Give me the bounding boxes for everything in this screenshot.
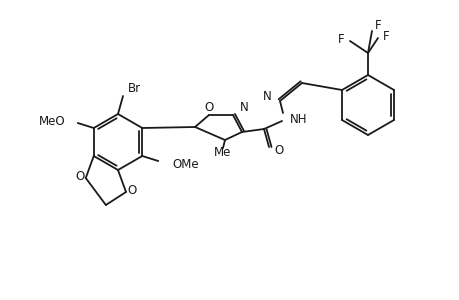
Text: F: F xyxy=(338,32,344,46)
Text: Br: Br xyxy=(128,82,141,94)
Text: MeO: MeO xyxy=(39,115,66,128)
Text: N: N xyxy=(240,100,248,113)
Text: OMe: OMe xyxy=(172,158,198,170)
Text: O: O xyxy=(204,100,213,113)
Text: Me: Me xyxy=(214,146,231,158)
Text: O: O xyxy=(127,184,136,196)
Text: O: O xyxy=(75,169,84,182)
Text: NH: NH xyxy=(289,112,307,125)
Text: F: F xyxy=(374,19,381,32)
Text: N: N xyxy=(263,89,271,103)
Text: O: O xyxy=(274,143,283,157)
Text: F: F xyxy=(382,29,389,43)
